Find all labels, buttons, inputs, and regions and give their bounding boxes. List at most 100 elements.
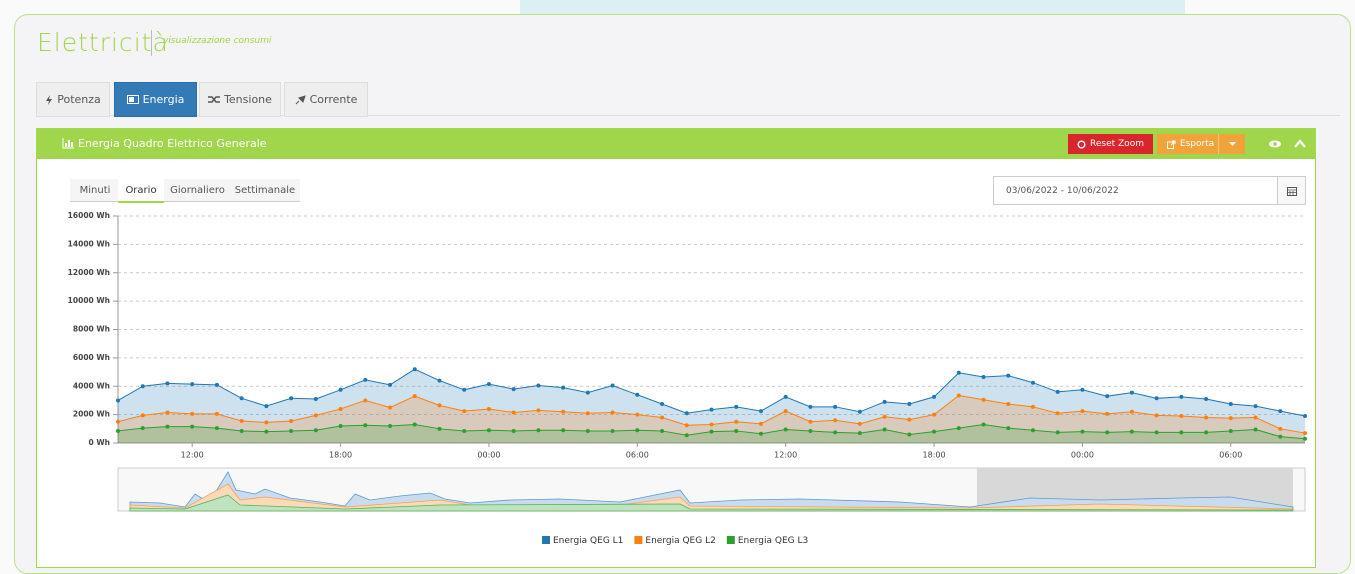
data-point [1006,401,1011,406]
tab-label: Energia [142,93,185,106]
data-point [1080,429,1085,434]
data-point [511,428,516,433]
date-range-input[interactable]: 03/06/2022 - 10/06/2022 [993,176,1306,205]
legend-swatch [634,536,643,544]
data-point [734,428,739,433]
data-point [214,411,219,416]
data-point [561,428,566,433]
data-point [833,430,838,435]
x-tick-label: 00:00 [1071,451,1094,460]
button-label: Esporta [1179,139,1215,149]
data-point [758,431,763,436]
reset-zoom-button[interactable]: Reset Zoom [1068,134,1153,154]
legend-label: Energia QEG L2 [645,536,715,546]
data-point [808,428,813,433]
x-tick-label: 12:00 [181,451,204,460]
data-point [1129,409,1134,414]
period-tab[interactable]: Minuti [79,184,111,196]
data-point [857,409,862,414]
chart: 0 Wh 2000 Wh 4000 Wh 6000 Wh 8000 Wh 10000 Wh… [68,211,1307,546]
data-point [1179,414,1184,419]
data-point [857,421,862,426]
data-point [635,392,640,397]
button-label: Reset Zoom [1090,139,1144,149]
data-point [660,401,665,406]
x-tick-label: 18:00 [923,451,946,460]
data-point [486,428,491,433]
data-point [932,394,937,399]
data-point [264,429,269,434]
data-point [1154,430,1159,435]
panel-controls[interactable] [1268,137,1308,151]
data-point [610,428,615,433]
data-point [165,410,170,415]
data-point [437,378,442,383]
data-point [783,427,788,432]
data-point [1129,429,1134,434]
data-point [388,405,393,410]
data-point [1204,430,1209,435]
tab[interactable]: Tensione [199,82,281,117]
page: Elettricità visualizzazione consumi Pote… [14,0,1351,574]
data-point [709,429,714,434]
data-point [264,420,269,425]
data-point [758,409,763,414]
data-point [363,423,368,428]
tab[interactable]: Energia [114,82,197,117]
data-point [907,417,912,422]
data-point [857,431,862,436]
data-point [437,426,442,431]
data-point [338,387,343,392]
period-tab[interactable]: Settimanale [234,184,296,196]
data-point [190,424,195,429]
data-point [338,406,343,411]
data-point [684,433,689,438]
data-point [1278,434,1283,439]
data-point [1253,415,1258,420]
data-point [1253,427,1258,432]
data-point [758,421,763,426]
data-point [412,394,417,399]
data-point [932,429,937,434]
period-tab[interactable]: Orario [118,179,164,203]
y-tick-label: 8000 Wh [73,325,110,334]
data-point [610,410,615,415]
data-point [165,381,170,386]
data-point [1006,373,1011,378]
icon [208,96,221,103]
data-point [239,419,244,424]
tab-bar-line [36,115,1340,116]
tab-label: Corrente [309,93,358,106]
export-button[interactable]: Esporta [1157,134,1245,154]
tab[interactable]: Potenza [36,82,110,117]
icon [295,94,306,104]
data-point [1253,404,1258,409]
x-tick-label: 06:00 [626,451,649,460]
data-point [313,397,318,402]
data-point [1030,404,1035,409]
x-tick-label: 00:00 [477,451,500,460]
data-point [511,387,516,392]
calendar-button[interactable] [1277,176,1306,205]
data-point [289,428,294,433]
data-point [1228,416,1233,421]
tab[interactable]: Corrente [284,82,368,117]
data-point [1303,436,1307,441]
data-point [1055,430,1060,435]
data-point [1179,430,1184,435]
data-point [1154,396,1159,401]
icon [1286,186,1297,196]
data-point [165,424,170,429]
tab-label: Potenza [57,93,101,106]
data-point [684,411,689,416]
dropdown-toggle[interactable] [1218,134,1245,154]
data-point [709,422,714,427]
period-tab[interactable]: Giornaliero [170,184,225,196]
icon [46,94,53,105]
data-point [140,384,145,389]
data-point [808,404,813,409]
data-point [734,404,739,409]
data-point [1105,394,1110,399]
data-point [363,398,368,403]
data-point [783,394,788,399]
